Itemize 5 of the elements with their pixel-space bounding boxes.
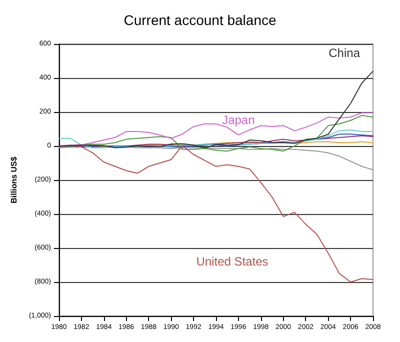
series-label: Japan bbox=[222, 112, 255, 127]
text: United States bbox=[196, 254, 268, 269]
series-label: China bbox=[328, 46, 360, 60]
y-axis-title: Billions US$ bbox=[9, 156, 18, 204]
chart-title: Current account balance bbox=[124, 12, 276, 28]
